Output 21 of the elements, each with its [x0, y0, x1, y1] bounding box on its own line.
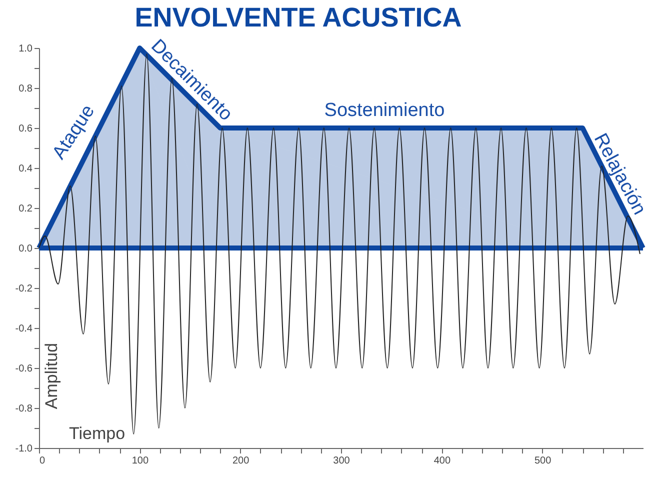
- x-axis-title: Tiempo: [68, 424, 126, 443]
- y-tick-label: -0.4: [15, 324, 33, 334]
- x-tick-label: 200: [232, 456, 250, 466]
- y-tick-label: 1.0: [18, 44, 33, 54]
- y-tick-label: -0.8: [15, 404, 33, 414]
- y-tick-label: -1.0: [15, 444, 33, 454]
- chart-title: ENVOLVENTE ACUSTICA: [134, 2, 462, 32]
- y-tick-label: 0.6: [18, 124, 33, 134]
- x-tick-label: 0: [40, 456, 46, 466]
- y-axis-title: Amplitud: [42, 342, 61, 410]
- annotation: Sostenimiento: [324, 100, 445, 121]
- y-tick-label: 0.2: [18, 204, 33, 214]
- x-tick-label: 400: [434, 456, 451, 466]
- y-tick-label: 0.4: [18, 164, 33, 174]
- x-tick-label: 100: [132, 456, 149, 466]
- y-tick-label: 0.8: [18, 84, 33, 94]
- y-tick-label: -0.2: [15, 284, 33, 294]
- x-tick-label: 300: [333, 456, 350, 466]
- x-tick-label: 500: [534, 456, 552, 466]
- y-tick-label: -0.6: [15, 364, 33, 374]
- y-tick-label: 0.0: [18, 244, 33, 254]
